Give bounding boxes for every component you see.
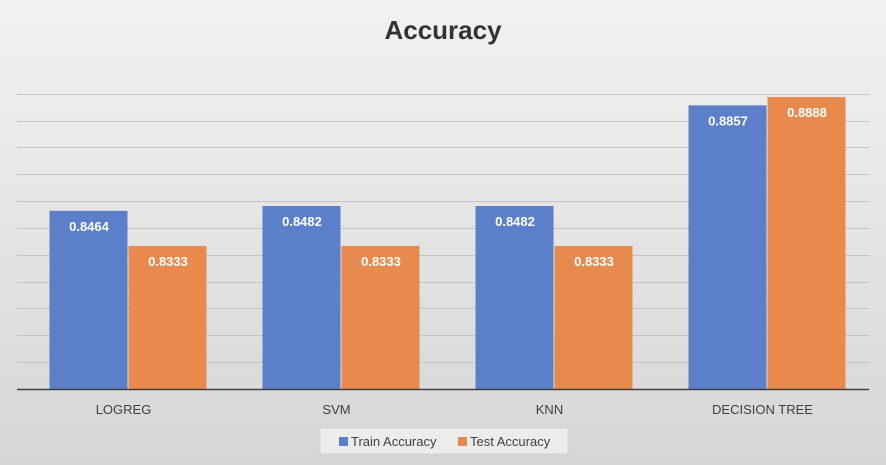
data-label: 0.8857 — [708, 113, 748, 128]
legend-swatch — [458, 437, 467, 446]
legend-label: Test Accuracy — [470, 434, 551, 449]
chart-title: Accuracy — [384, 15, 502, 45]
bar — [49, 210, 128, 389]
x-tick-label: LOGREG — [96, 402, 152, 417]
x-tick-label: KNN — [536, 402, 563, 417]
legend-label: Train Accuracy — [351, 434, 437, 449]
data-label: 0.8482 — [495, 214, 535, 229]
data-label: 0.8888 — [787, 105, 827, 120]
data-label: 0.8333 — [574, 254, 614, 269]
x-tick-label: DECISION TREE — [712, 402, 813, 417]
data-label: 0.8333 — [361, 254, 401, 269]
bar — [554, 245, 633, 389]
legend-box — [319, 427, 569, 455]
bar — [262, 205, 341, 389]
x-tick-label: SVM — [322, 402, 350, 417]
data-label: 0.8482 — [282, 214, 322, 229]
legend: Train Accuracy Test Accuracy — [319, 427, 569, 455]
data-label: 0.8464 — [69, 219, 110, 234]
bar — [128, 245, 207, 389]
bars: 0.8464 0.8333 0.8482 0.8333 0.8482 0.8333 0.88… — [49, 97, 846, 389]
data-label: 0.8333 — [148, 254, 188, 269]
bar — [475, 205, 554, 389]
bar — [688, 105, 767, 389]
legend-swatch — [339, 437, 348, 446]
x-axis: LOGREG SVM KNN DECISION TREE — [17, 388, 869, 417]
bar — [767, 97, 846, 389]
bar — [341, 245, 420, 389]
